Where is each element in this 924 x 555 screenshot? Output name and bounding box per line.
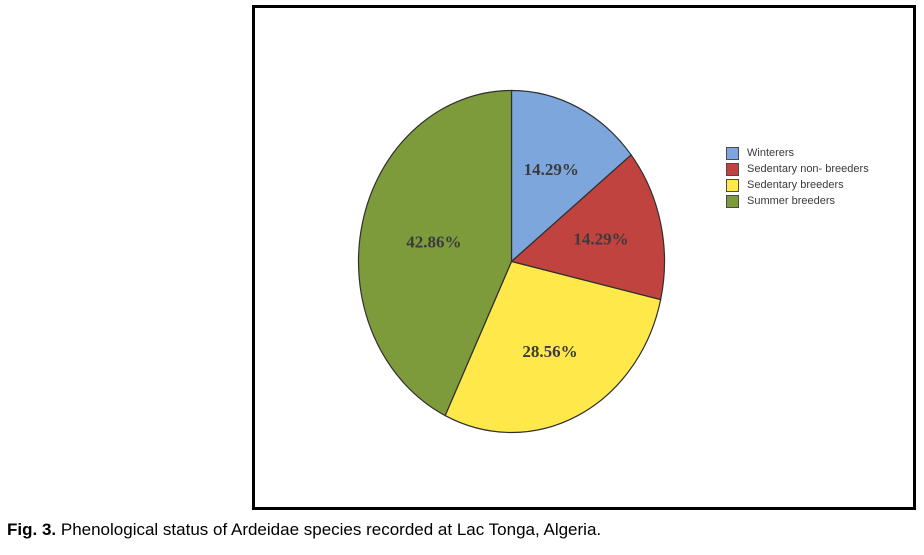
legend-swatch-summer-breeders: [726, 194, 739, 208]
figure-caption-text: Phenological status of Ardeidae species …: [60, 520, 602, 539]
chart-legend: Winterers Sedentary non- breeders Sedentar…: [726, 145, 869, 209]
pie-slice-sedentary-non-breeders: [510, 154, 666, 301]
legend-item-summer-breeders: Summer breeders: [726, 193, 869, 209]
legend-label-sedentary-non-breeders: Sedentary non- breeders: [747, 163, 869, 175]
pie-chart-svg: 14.29% 14.29% 28.56% 42.86%: [357, 89, 666, 434]
legend-swatch-winterers: [726, 146, 739, 160]
legend-item-sedentary-breeders: Sedentary breeders: [726, 177, 869, 193]
pie-slice-label-sedentary-non-breeders: 14.29%: [573, 230, 628, 249]
pie-slice-sedentary-breeders: [444, 260, 662, 434]
legend-label-winterers: Winterers: [747, 147, 795, 159]
figure-caption-prefix: Fig. 3.: [7, 520, 57, 539]
legend-label-summer-breeders: Summer breeders: [747, 195, 836, 207]
chart-frame: 14.29% 14.29% 28.56% 42.86% Winterers Sedent…: [252, 5, 916, 510]
legend-item-sedentary-non-breeders: Sedentary non- breeders: [726, 161, 869, 177]
pie-slice-label-winterers: 14.29%: [524, 160, 579, 179]
legend-item-winterers: Winterers: [726, 145, 869, 161]
pie-slice-label-sedentary-breeders: 28.56%: [522, 342, 577, 361]
legend-label-sedentary-breeders: Sedentary breeders: [747, 179, 844, 191]
pie-slice-winterers: [510, 89, 632, 263]
legend-swatch-sedentary-breeders: [726, 178, 739, 192]
figure-caption: Fig. 3. Phenological status of Ardeidae …: [7, 520, 601, 540]
pie-slice-label-summer-breeders: 42.86%: [406, 233, 461, 252]
pie-slice-summer-breeders: [357, 89, 513, 417]
legend-swatch-sedentary-non-breeders: [726, 162, 739, 176]
